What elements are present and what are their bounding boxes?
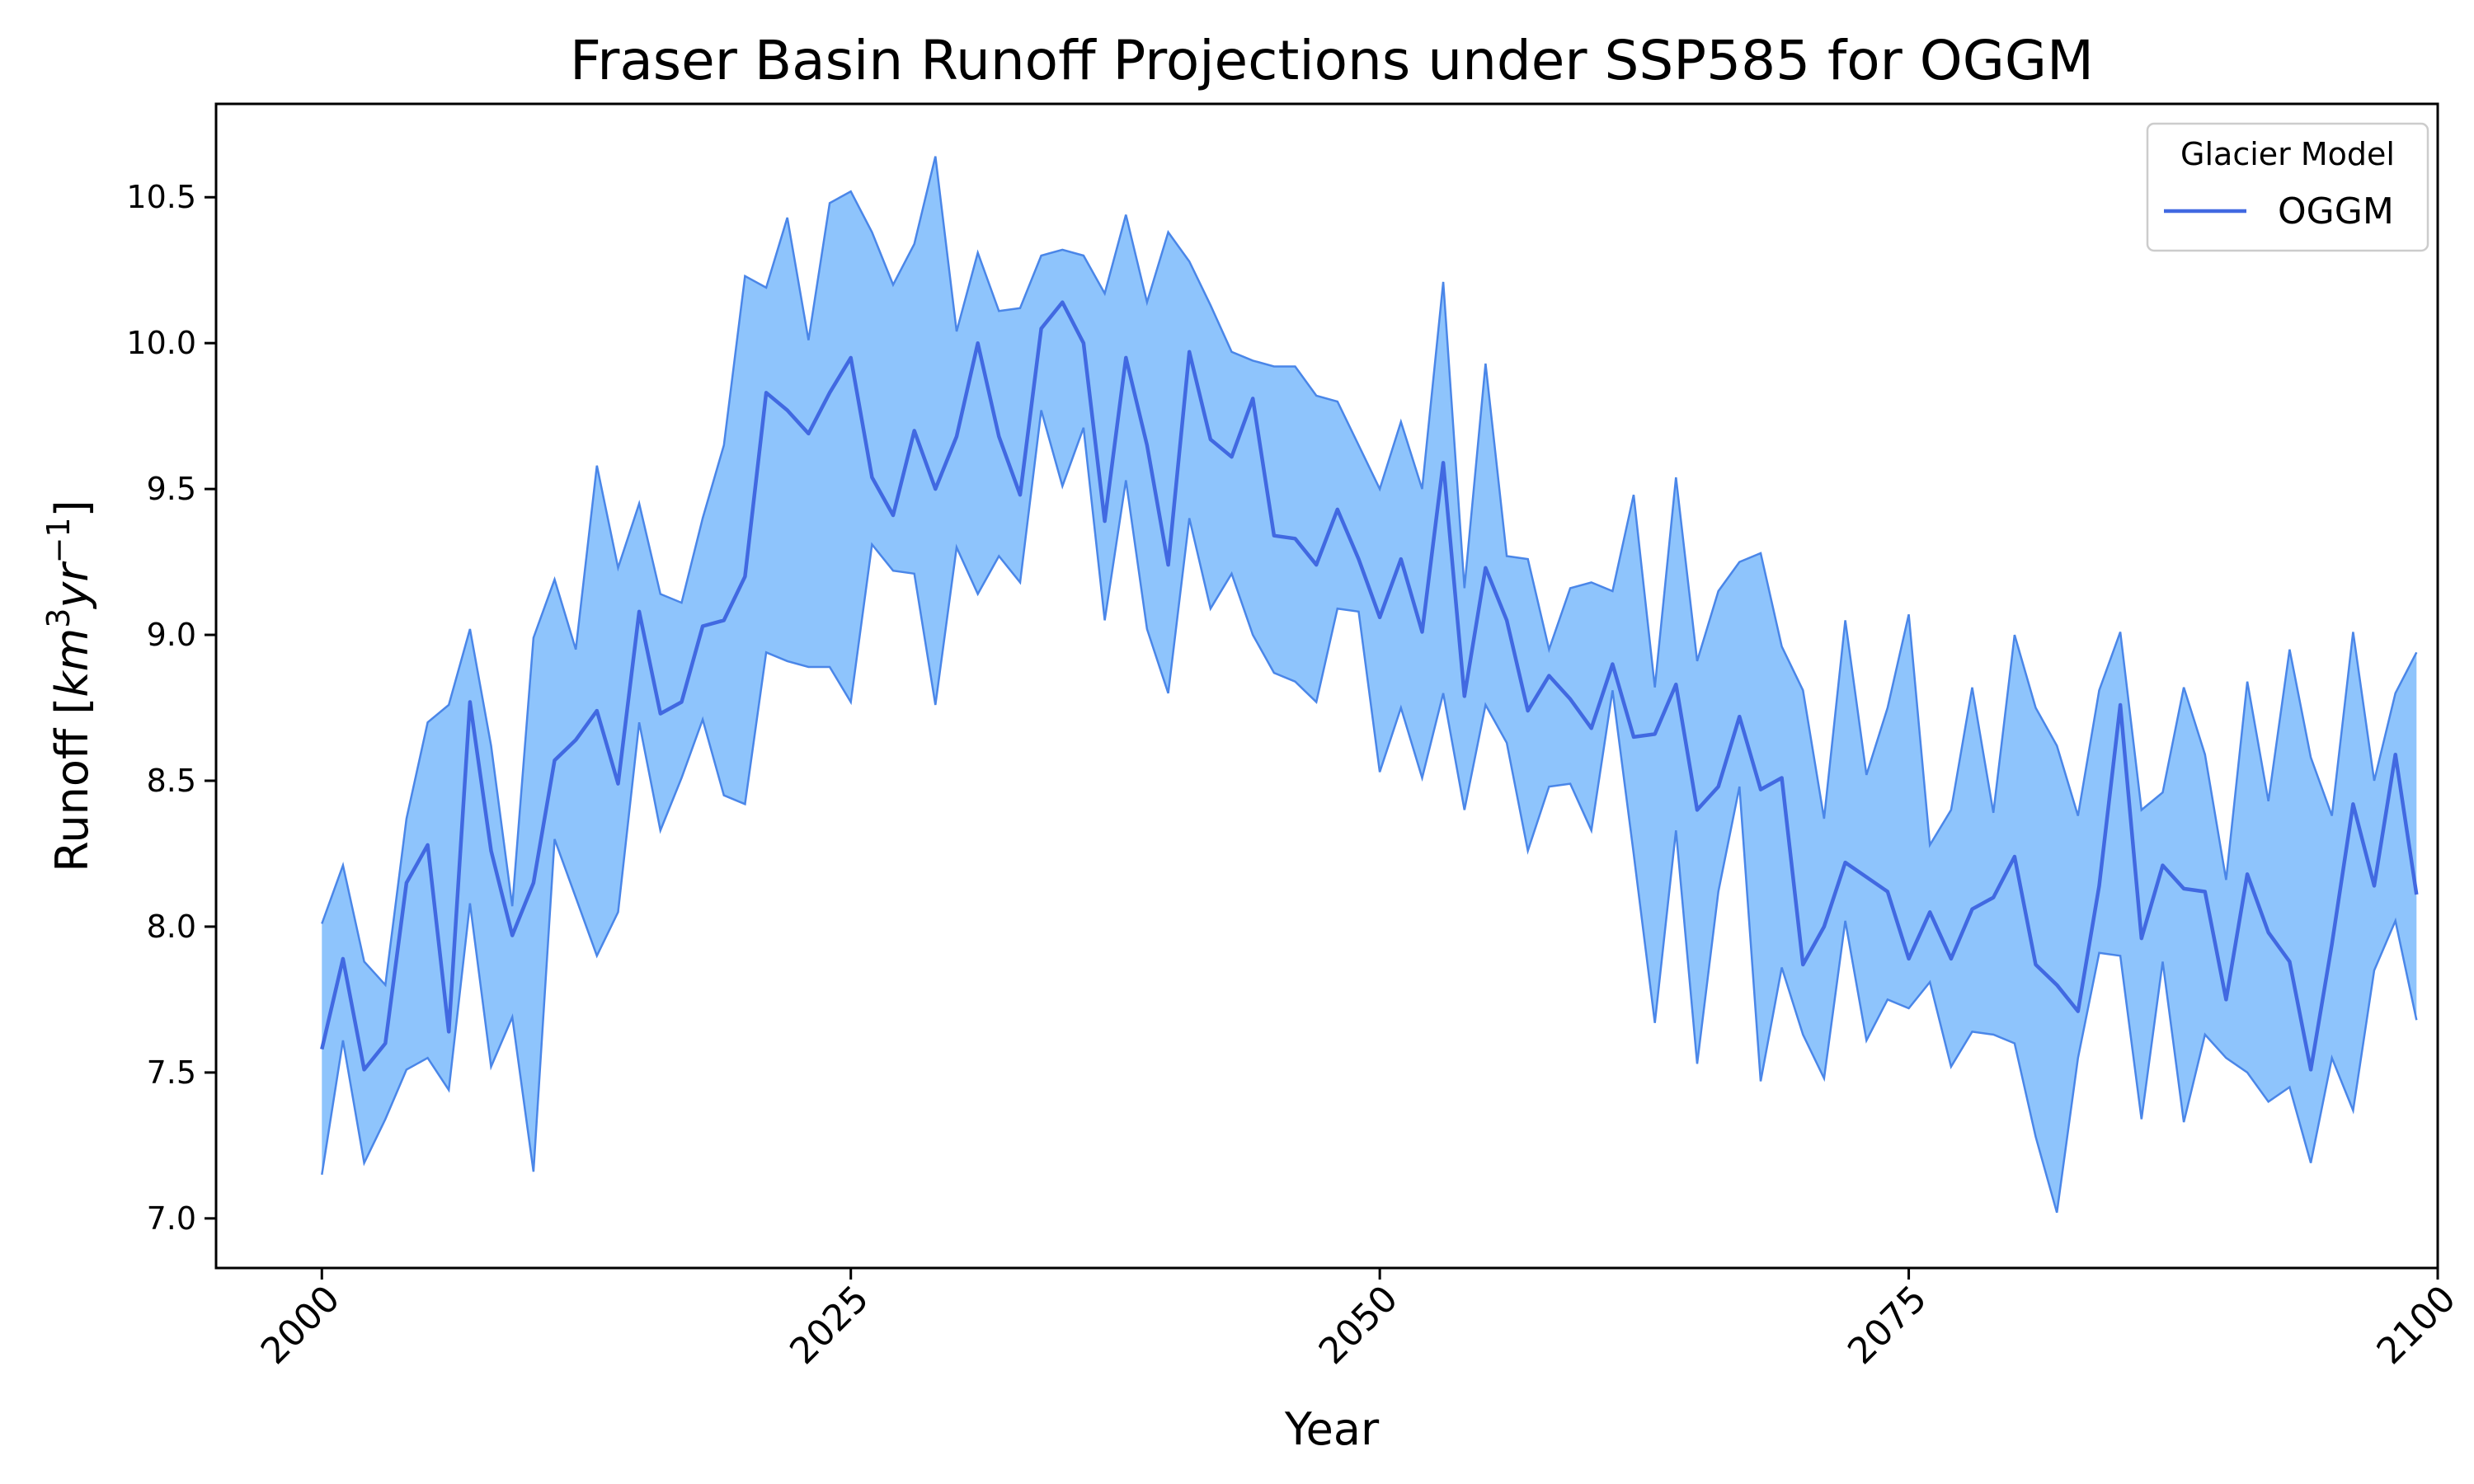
y-axis-label-exp-minus1: −1 [40,517,77,563]
chart-title: Fraser Basin Runoff Projections under SS… [570,29,2094,92]
legend-box [2146,122,2429,252]
y-tick-label: 10.0 [126,325,196,361]
y-axis-label-unit-km: km [46,628,98,697]
legend: Glacier Model OGGM [2146,122,2429,252]
y-tick-label: 9.0 [147,617,196,653]
axes-frame [214,102,2439,1270]
legend-title: Glacier Model [2180,136,2395,172]
plot-area [320,156,2419,1214]
y-axis-label-close: ] [46,500,98,517]
legend-label-oggm: OGGM [2278,190,2394,232]
y-axis: 7.0 7.5 8.0 8.5 9.0 9.5 10.0 10.5 [126,179,216,1237]
y-tick-label: 7.5 [147,1054,196,1091]
y-axis-label-unit-yr: yr [46,561,98,610]
y-tick-label: 8.0 [147,909,196,945]
y-axis-label-exp-3: 3 [40,608,77,628]
y-tick-label: 7.0 [147,1200,196,1237]
y-axis-label-main: Runoff [ [46,697,98,872]
band-lower-edge [321,410,2418,1214]
y-tick-label: 10.5 [126,179,196,215]
y-tick-label: 8.5 [147,763,196,799]
x-axis-label: Year [1284,1403,1380,1455]
band-upper-edge [321,156,2418,988]
y-tick-label: 9.5 [147,471,196,507]
y-axis-label: Runoff [km3yr−1] [40,500,98,871]
series-line-oggm [320,300,2419,1072]
